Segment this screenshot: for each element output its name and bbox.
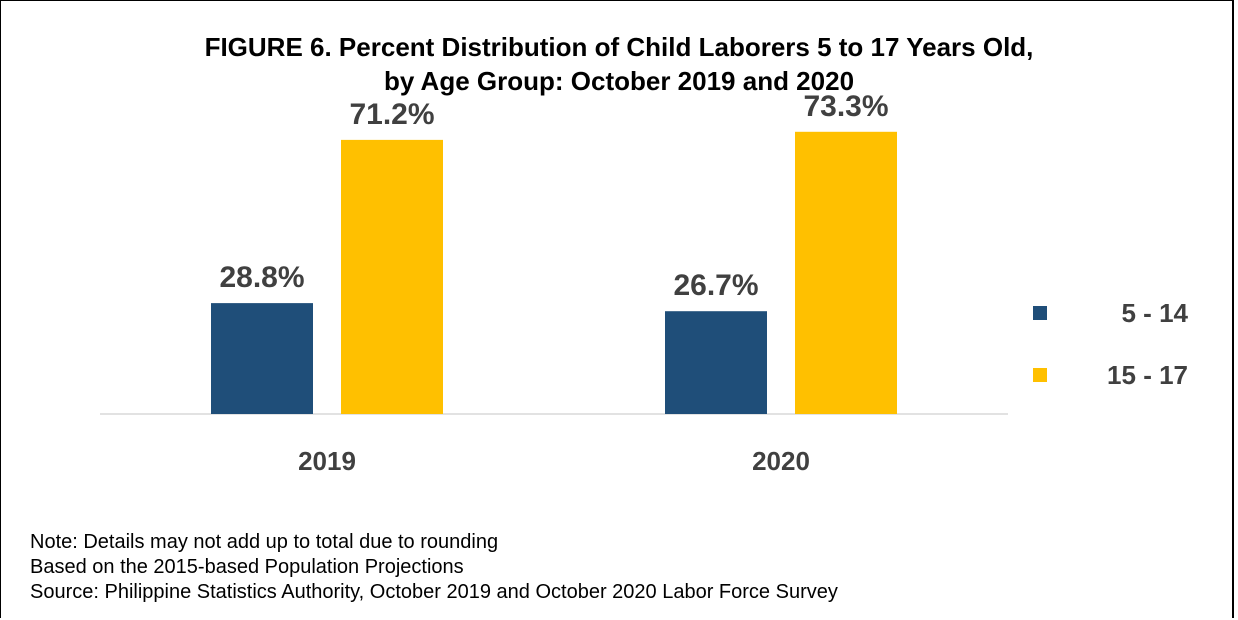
chart-title-line-2: by Age Group: October 2019 and 2020	[383, 66, 855, 96]
note-projections: Based on the 2015-based Population Proje…	[30, 556, 464, 578]
legend-label-age-5-14: 5 - 14	[1122, 298, 1189, 328]
note-source: Source: Philippine Statistics Authority,…	[30, 581, 838, 603]
chart-title: FIGURE 6. Percent Distribution of Child …	[0, 30, 1238, 98]
x-tick-label-2019: 2019	[298, 446, 356, 476]
data-label-2020-age-15-17: 73.3%	[803, 90, 888, 123]
bar-2020-age-15-17	[795, 131, 897, 415]
bar-2019-age-5-14	[211, 303, 313, 414]
bar-2019-age-15-17	[341, 139, 443, 414]
note-rounding: Note: Details may not add up to total du…	[30, 531, 499, 553]
legend-label-age-15-17: 15 - 17	[1107, 360, 1188, 390]
data-label-2019-age-5-14: 28.8%	[219, 261, 304, 294]
chart-title-line-1: FIGURE 6. Percent Distribution of Child …	[204, 32, 1034, 62]
data-label-2019-age-15-17: 71.2%	[349, 98, 434, 131]
legend-swatch-age-15-17	[1033, 368, 1047, 382]
legend-swatch-age-5-14	[1033, 306, 1047, 320]
data-label-2020-age-5-14: 26.7%	[673, 269, 758, 302]
bar-2020-age-5-14	[665, 311, 767, 414]
chart-notes: Note: Details may not add up to total du…	[30, 530, 838, 605]
x-tick-label-2020: 2020	[752, 446, 810, 476]
